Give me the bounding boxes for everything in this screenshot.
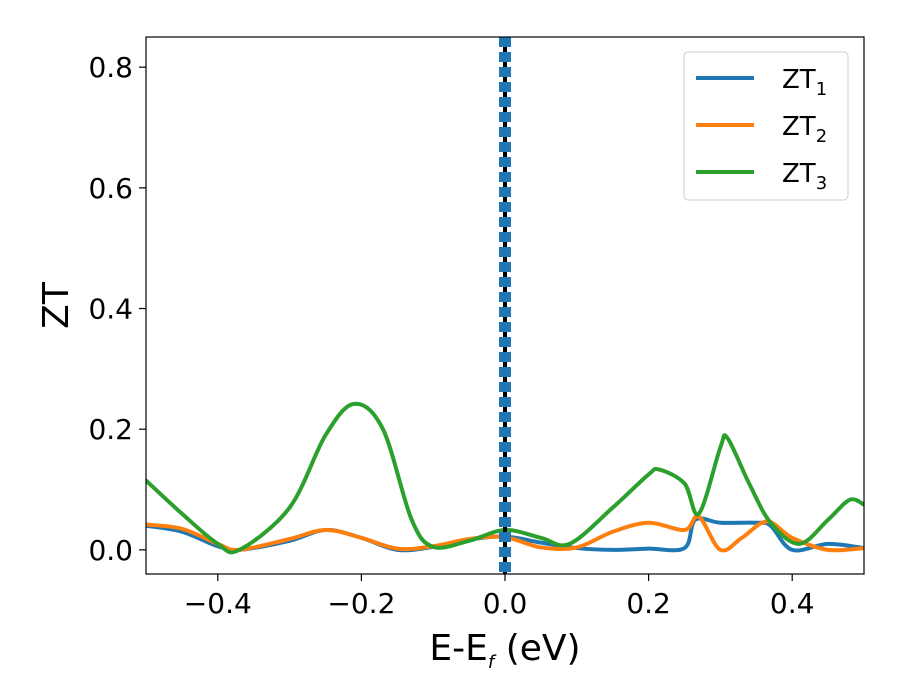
legend-box (683, 51, 849, 201)
y-axis-label: ZT (36, 281, 77, 329)
y-tick-label: 0.2 (88, 413, 133, 446)
series-line-zt3 (146, 401, 864, 555)
x-axis-ticks: −0.4 −0.2 0.0 0.2 0.4 (184, 574, 815, 620)
y-tick-label: 0.0 (88, 534, 133, 567)
y-tick-label: 0.4 (88, 293, 133, 326)
y-tick-label: 0.8 (88, 51, 133, 84)
x-tick-label: 0.4 (770, 587, 815, 620)
y-axis-ticks: 0.0 0.2 0.4 0.6 0.8 (88, 51, 146, 567)
legend-label-zt3: ZT3 (782, 159, 827, 194)
y-tick-label: 0.6 (88, 172, 133, 205)
plot-layer (146, 37, 864, 574)
x-tick-label: 0.2 (626, 587, 671, 620)
series-line-zt2 (146, 514, 864, 553)
x-tick-label: −0.2 (327, 587, 395, 620)
legend-label-zt2: ZT2 (782, 112, 827, 147)
x-axis-label: E-Ef (eV) (429, 628, 580, 673)
legend-label-zt1: ZT1 (782, 65, 827, 100)
x-tick-label: 0.0 (483, 587, 528, 620)
legend: ZT1 ZT2 ZT3 (683, 51, 849, 201)
x-tick-label: −0.4 (184, 587, 252, 620)
